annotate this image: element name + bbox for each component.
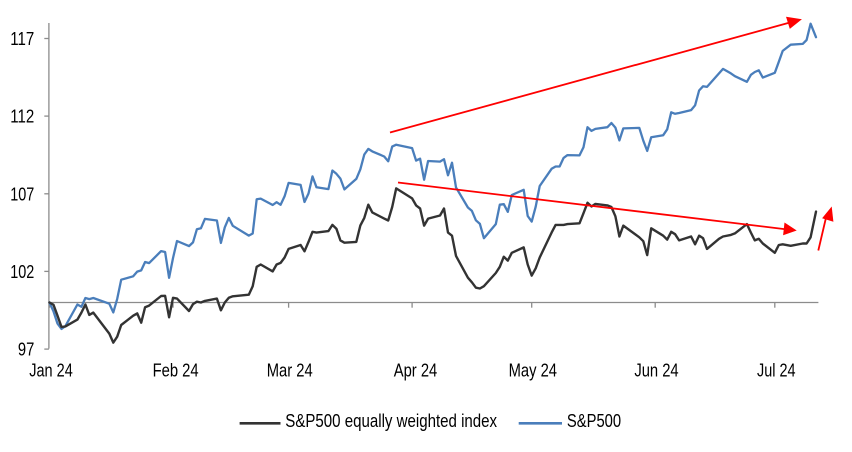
svg-text:97: 97 [18,340,34,360]
svg-text:117: 117 [10,29,34,49]
svg-text:S&P500: S&P500 [567,411,621,431]
svg-text:Jul 24: Jul 24 [757,361,796,381]
svg-text:107: 107 [10,184,34,204]
svg-text:Apr 24: Apr 24 [394,361,438,381]
svg-text:Feb 24: Feb 24 [153,361,199,381]
svg-text:Jan 24: Jan 24 [29,361,73,381]
svg-text:May 24: May 24 [509,361,557,381]
svg-text:Mar 24: Mar 24 [267,361,313,381]
svg-text:S&P500 equally weighted index: S&P500 equally weighted index [285,411,497,431]
svg-text:Jun 24: Jun 24 [634,361,678,381]
svg-text:102: 102 [10,262,34,282]
svg-text:112: 112 [10,107,34,127]
